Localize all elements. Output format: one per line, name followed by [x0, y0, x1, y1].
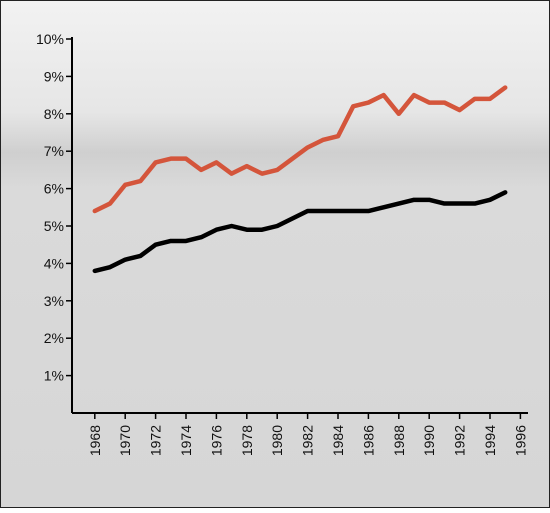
- y-tick-label: 1%: [44, 368, 64, 384]
- x-tick-label: 1970: [117, 425, 133, 456]
- y-tick-label: 2%: [44, 330, 64, 346]
- y-tick-label: 5%: [44, 218, 64, 234]
- x-tick-label: 1992: [452, 425, 468, 456]
- x-tick-label: 1978: [239, 425, 255, 456]
- x-tick-label: 1984: [330, 425, 346, 456]
- series-line: [92, 190, 508, 274]
- x-tick-label: 1972: [148, 425, 164, 456]
- y-tick-label: 3%: [44, 293, 64, 309]
- x-tick-label: 1982: [300, 425, 316, 456]
- x-tick-label: 1996: [512, 425, 528, 456]
- y-tick-label: 9%: [44, 68, 64, 84]
- plot: 1% 2% 3% 4% 5% 6% 7% 8% 9% 10% 1968 1970 1972 1974 197…: [36, 31, 528, 456]
- x-tick-label: 1990: [421, 425, 437, 456]
- y-tick-label: 6%: [44, 181, 64, 197]
- y-tick-label: 4%: [44, 255, 64, 271]
- x-tick-label: 1986: [360, 425, 376, 456]
- x-tick-label: 1968: [87, 425, 103, 456]
- y-tick-label: 8%: [44, 106, 64, 122]
- x-tick-label: 1994: [482, 425, 498, 456]
- y-tick-label: 7%: [44, 143, 64, 159]
- x-tick-label: 1980: [269, 425, 285, 456]
- x-tick-label: 1976: [208, 425, 224, 456]
- x-tick-label: 1974: [178, 425, 194, 456]
- x-tick-label: 1988: [391, 425, 407, 456]
- y-tick-label: 10%: [36, 31, 64, 47]
- series-line: [92, 85, 508, 214]
